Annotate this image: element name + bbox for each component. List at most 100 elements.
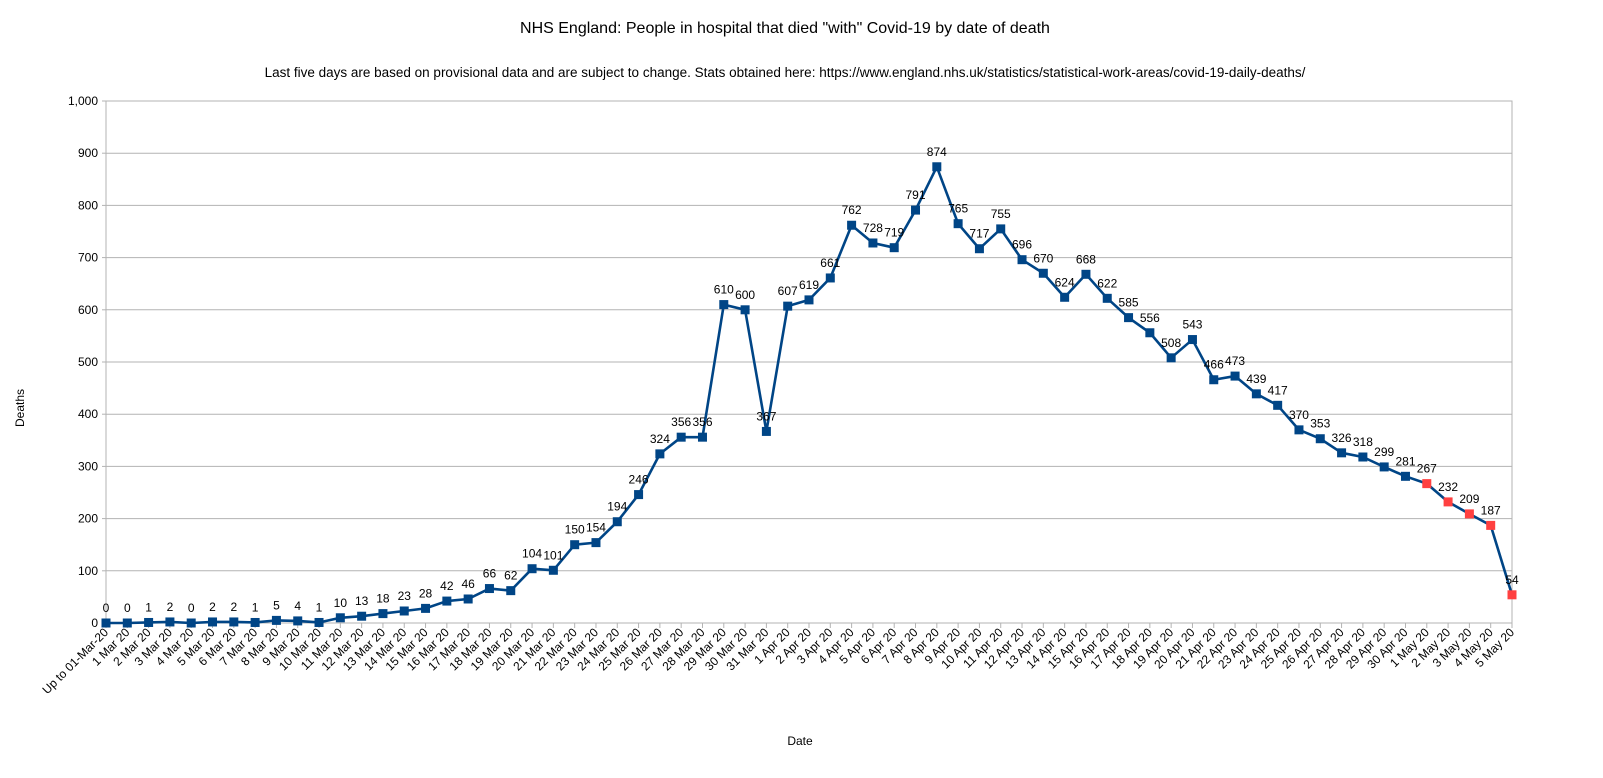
- data-point: [1230, 371, 1240, 381]
- data-point: [484, 584, 494, 594]
- data-label: 0: [124, 601, 131, 615]
- y-tick-label: 900: [78, 146, 98, 160]
- x-axis-ticks: Up to 01-Mar-201 Mar 202 Mar 203 Mar 204…: [39, 623, 1517, 697]
- y-tick-label: 100: [78, 564, 98, 578]
- data-label: 281: [1395, 454, 1415, 468]
- gridlines: [106, 100, 1512, 624]
- data-label: 1: [145, 600, 152, 614]
- data-label: 765: [948, 202, 968, 216]
- data-point: [868, 238, 878, 248]
- data-label: 874: [927, 145, 947, 159]
- chart-title: NHS England: People in hospital that die…: [520, 20, 1050, 37]
- data-point: [953, 219, 963, 229]
- data-label: 661: [820, 256, 840, 270]
- data-label: 232: [1438, 480, 1458, 494]
- data-point: [229, 617, 239, 627]
- data-label: 209: [1459, 492, 1479, 506]
- data-point: [165, 617, 175, 627]
- data-label: 556: [1140, 311, 1160, 325]
- data-point: [634, 490, 644, 500]
- data-label: 717: [969, 227, 989, 241]
- data-label: 728: [863, 221, 883, 235]
- data-point: [1166, 353, 1176, 363]
- data-point: [889, 243, 899, 253]
- data-label: 46: [461, 577, 475, 591]
- data-point: [974, 244, 984, 254]
- data-point: [186, 618, 196, 628]
- data-point: [570, 540, 580, 550]
- data-label: 719: [884, 226, 904, 240]
- data-point: [1251, 389, 1261, 399]
- data-label: 762: [842, 203, 862, 217]
- data-label: 755: [991, 207, 1011, 221]
- data-label: 1: [252, 600, 259, 614]
- data-point: [378, 609, 388, 619]
- data-point: [421, 603, 431, 613]
- data-label: 4: [294, 599, 301, 613]
- data-label: 194: [607, 500, 627, 514]
- data-label: 466: [1204, 358, 1224, 372]
- data-label: 791: [905, 188, 925, 202]
- data-label: 367: [756, 409, 776, 423]
- data-label: 624: [1055, 275, 1075, 289]
- data-label: 600: [735, 288, 755, 302]
- x-axis-title: Date: [787, 734, 813, 748]
- y-tick-label: 0: [91, 616, 98, 630]
- y-tick-label: 400: [78, 407, 98, 421]
- data-label: 299: [1374, 445, 1394, 459]
- data-label: 610: [714, 283, 734, 297]
- y-tick-label: 1,000: [68, 94, 98, 108]
- data-label: 607: [778, 284, 798, 298]
- data-point: [1273, 400, 1283, 410]
- data-point: [740, 305, 750, 315]
- y-tick-label: 200: [78, 512, 98, 526]
- data-label: 246: [629, 473, 649, 487]
- data-point: [761, 426, 771, 436]
- data-point: [1209, 375, 1219, 385]
- data-label: 0: [103, 601, 110, 615]
- data-point: [591, 538, 601, 548]
- data-point: [506, 586, 516, 596]
- data-point: [208, 617, 218, 627]
- data-label: 10: [334, 596, 348, 610]
- y-tick-label: 800: [78, 198, 98, 212]
- data-label: 150: [565, 523, 585, 537]
- data-point: [996, 224, 1006, 234]
- data-point: [1379, 462, 1389, 472]
- y-tick-label: 600: [78, 303, 98, 317]
- data-label: 668: [1076, 252, 1096, 266]
- data-point: [271, 615, 281, 625]
- y-tick-label: 500: [78, 355, 98, 369]
- data-label: 62: [504, 569, 518, 583]
- data-point: [1102, 293, 1112, 303]
- data-point: [122, 618, 132, 628]
- data-point: [847, 220, 857, 230]
- data-label: 619: [799, 278, 819, 292]
- data-label: 326: [1332, 431, 1352, 445]
- data-label: 1: [316, 600, 323, 614]
- data-point: [1358, 452, 1368, 462]
- data-label: 13: [355, 594, 369, 608]
- data-point: [1187, 335, 1197, 345]
- data-point: [932, 162, 942, 172]
- data-label: 2: [167, 600, 174, 614]
- y-axis-ticks: 0 100 200 300 400 500 600 700 800 900 1,000: [68, 94, 106, 630]
- data-label: 353: [1310, 417, 1330, 431]
- data-label: 2: [230, 600, 237, 614]
- data-label: 28: [419, 586, 433, 600]
- provisional-data-point: [1443, 497, 1453, 507]
- data-label: 0: [188, 601, 195, 615]
- data-point: [612, 517, 622, 527]
- data-point: [548, 565, 558, 575]
- data-label: 23: [398, 589, 412, 603]
- data-point: [1400, 471, 1410, 481]
- data-point: [804, 295, 814, 305]
- data-label: 324: [650, 432, 670, 446]
- data-point: [911, 205, 921, 215]
- data-point: [1145, 328, 1155, 338]
- data-point: [357, 611, 367, 621]
- data-label: 104: [522, 547, 542, 561]
- data-label: 101: [543, 548, 563, 562]
